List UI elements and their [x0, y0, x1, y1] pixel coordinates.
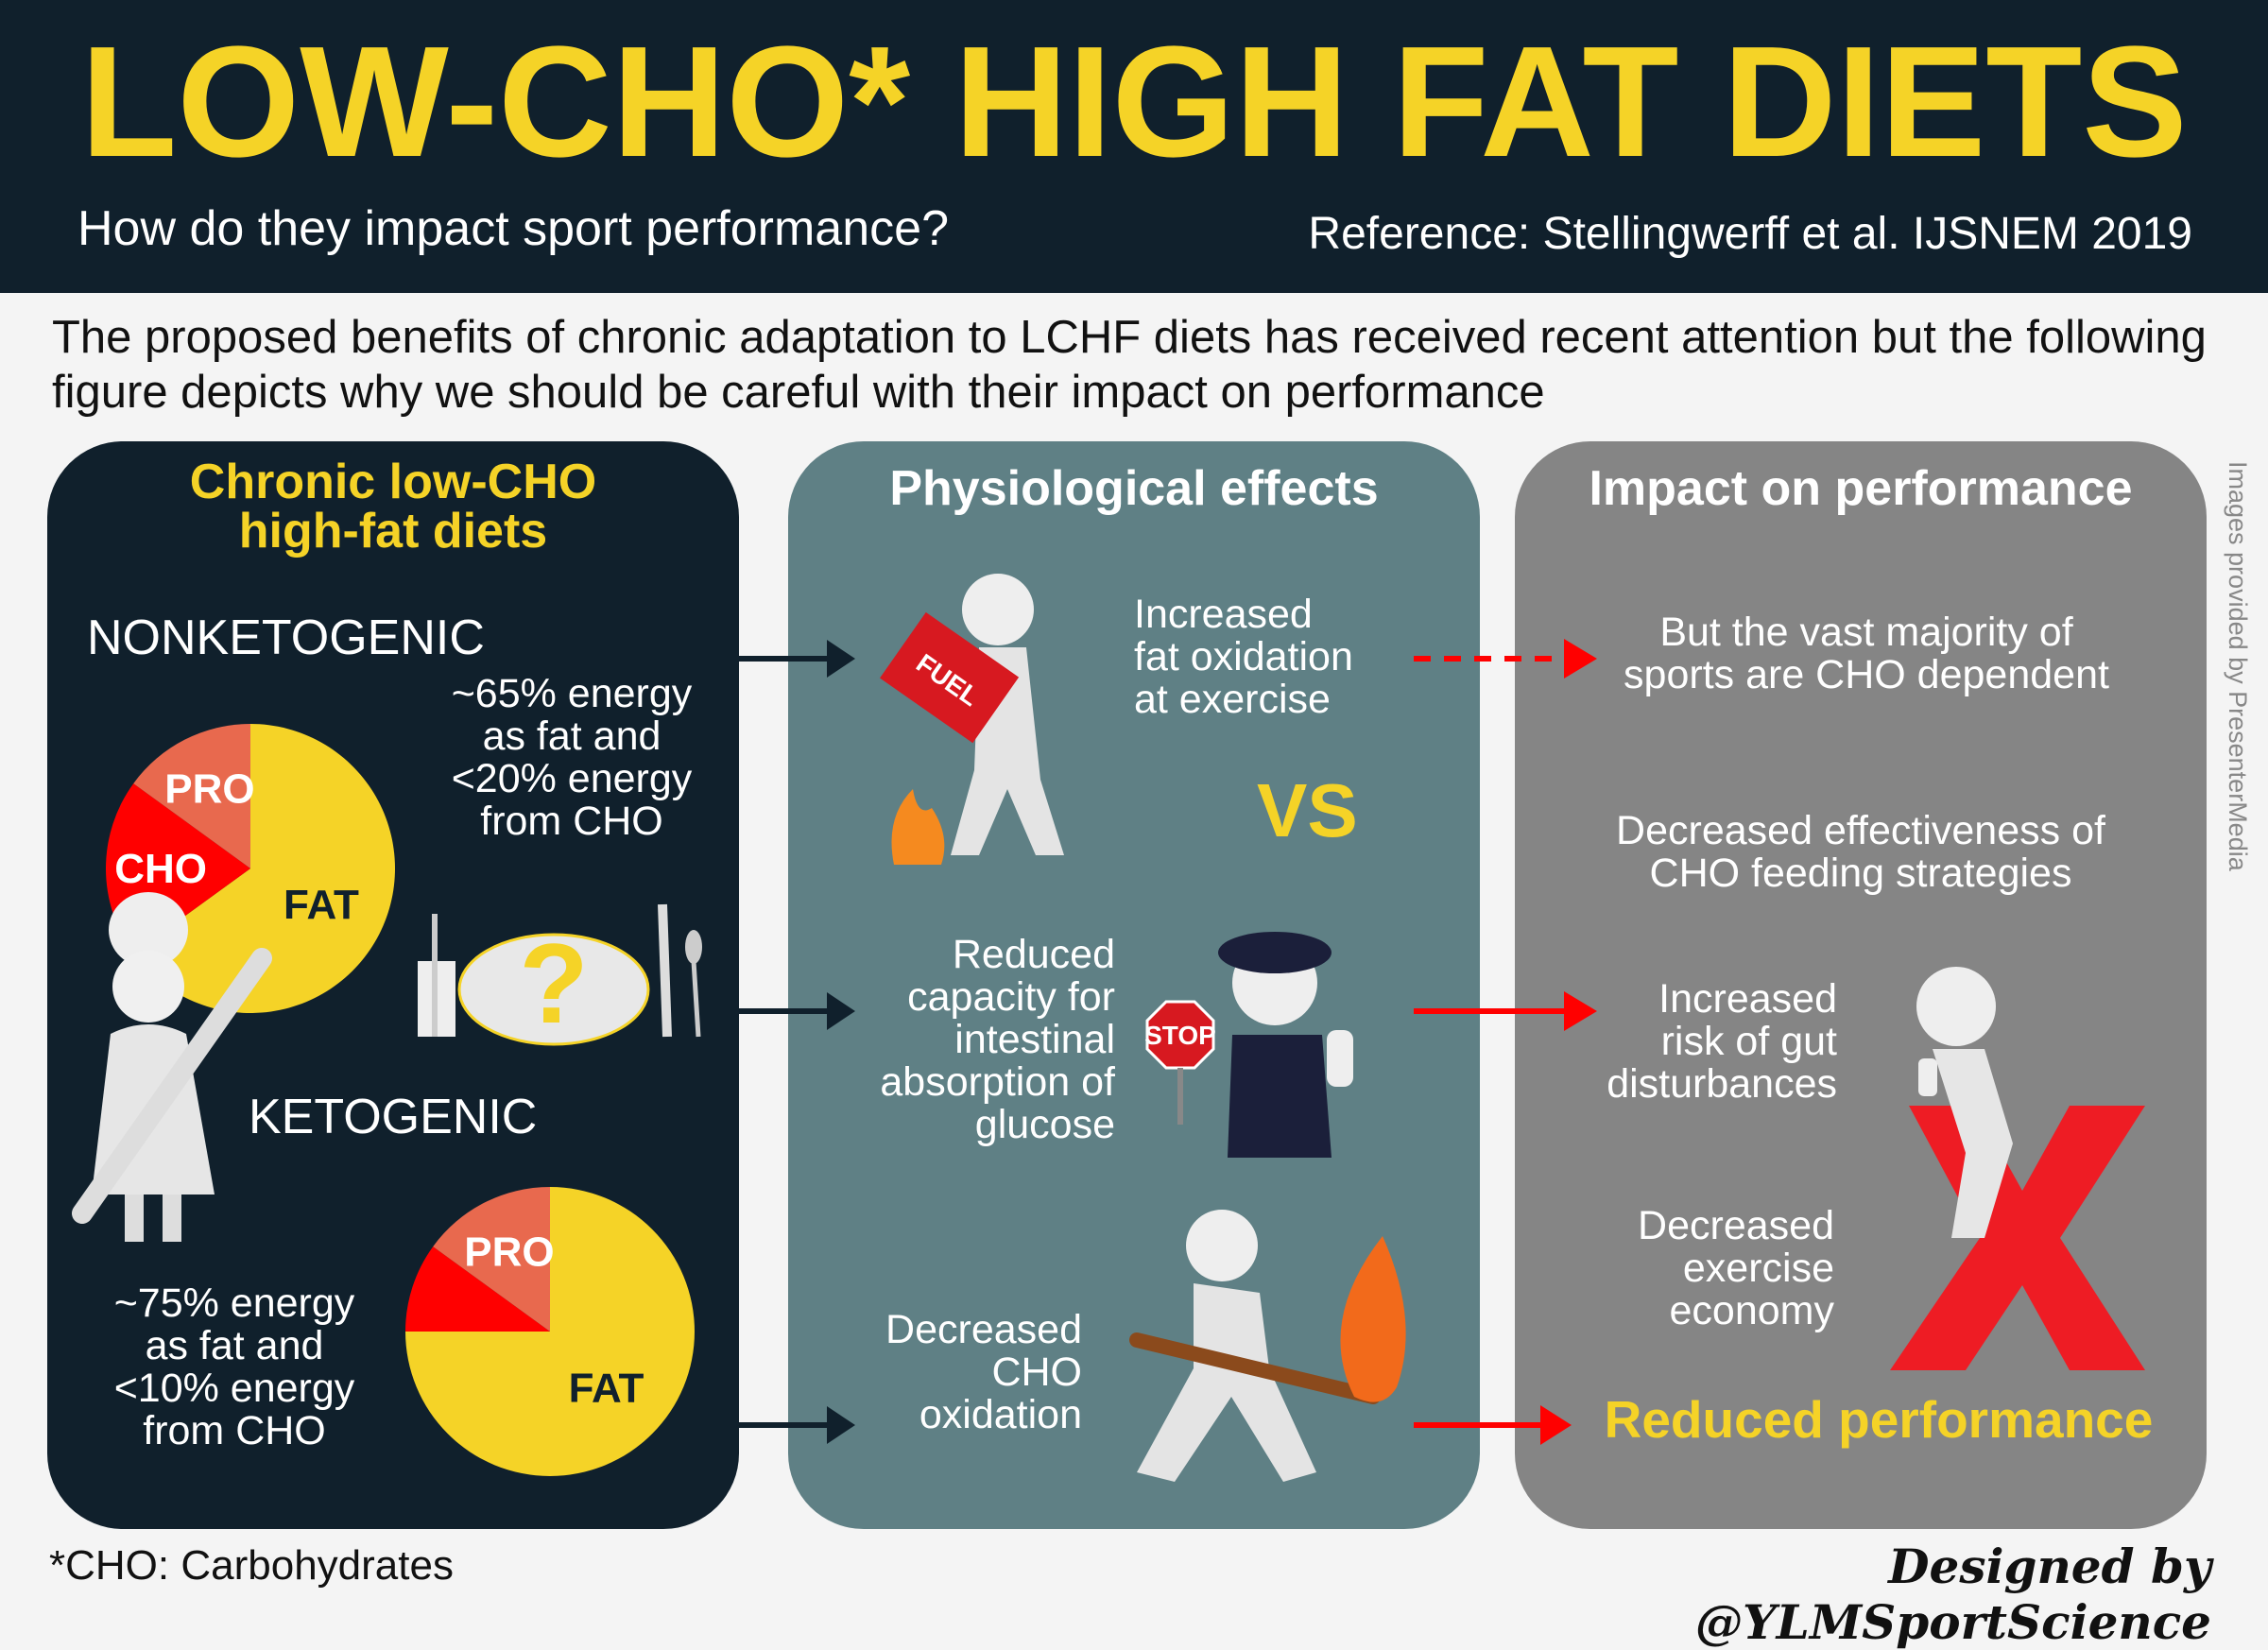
- effect-line: intestinal: [954, 1017, 1115, 1062]
- impact-feeding-strategies: Decreased effectiveness of CHO feeding s…: [1577, 810, 2144, 895]
- match-figure-icon: [1129, 1210, 1406, 1482]
- impact-cho-dependent: But the vast majority of sports are CHO …: [1583, 611, 2150, 696]
- impact-line: Increased: [1658, 976, 1837, 1022]
- pie-label-fat: FAT: [569, 1366, 644, 1412]
- chef-figure-icon: [72, 892, 272, 1242]
- impact-exercise-economy: Decreased exercise economy: [1551, 1205, 1834, 1332]
- footnote: *CHO: Carbohydrates: [49, 1542, 454, 1589]
- red-x-figure-icon: [1890, 967, 2145, 1370]
- ketogenic-label: KETOGENIC: [249, 1090, 538, 1144]
- fuel-can-figure-icon: FUEL: [880, 574, 1064, 865]
- title-line: high-fat diets: [238, 504, 548, 559]
- stop-sign-icon: [1145, 1000, 1215, 1070]
- vs-label: VS: [1257, 768, 1358, 852]
- desc-line: from CHO: [143, 1408, 326, 1453]
- diet-panel-title: Chronic low-CHO high-fat diets: [47, 457, 739, 556]
- police-stop-figure-icon: STOP: [1144, 932, 1353, 1158]
- pie-slice-pro: [433, 1187, 550, 1332]
- red-arrow-icon: [1414, 991, 1597, 1031]
- effect-line: Decreased: [885, 1307, 1082, 1352]
- pie-label-fat: FAT: [284, 882, 359, 928]
- effect-line: capacity for: [907, 974, 1115, 1020]
- pie-slice-pro: [133, 724, 250, 868]
- reference: Reference: Stellingwerff et al. IJSNEM 2…: [1308, 209, 2192, 259]
- title-line: Chronic low-CHO: [189, 455, 597, 509]
- impact-line: Decreased effectiveness of: [1616, 808, 2105, 853]
- right-panel-title: Impact on performance: [1589, 461, 2133, 516]
- effect-glucose-absorption: Reduced capacity for intestinal absorpti…: [832, 934, 1115, 1146]
- plate-question-icon: ?: [418, 903, 702, 1047]
- impact-gut-disturbances: Increased risk of gut disturbances: [1554, 978, 1837, 1106]
- fire-icon: [891, 789, 945, 865]
- giant-fork-icon: [72, 948, 272, 1224]
- dashed-red-arrow-icon: [1414, 639, 1597, 679]
- impact-line: sports are CHO dependent: [1624, 652, 2109, 697]
- impact-line: Decreased: [1638, 1203, 1834, 1248]
- desc-line: ~65% energy: [451, 671, 693, 716]
- desc-line: from CHO: [480, 799, 663, 844]
- effect-line: glucose: [974, 1102, 1115, 1147]
- impact-line: But the vast majority of: [1659, 610, 2073, 655]
- effect-line: at exercise: [1134, 677, 1331, 722]
- arrow-right-icon: [739, 1406, 855, 1444]
- intro-text: The proposed benefits of chronic adaptat…: [52, 312, 2207, 418]
- pie-slice-cho: [405, 1246, 550, 1332]
- effect-cho-oxidation: Decreased CHO oxidation: [799, 1309, 1082, 1436]
- impact-line: exercise: [1682, 1246, 1834, 1291]
- flame-icon: [1340, 1236, 1406, 1402]
- desc-line: <10% energy: [113, 1366, 355, 1411]
- effect-line: Reduced: [952, 932, 1115, 977]
- effect-line: fat oxidation: [1134, 634, 1353, 679]
- header-band: [0, 0, 2268, 293]
- designer-signature: Designed by @YLMSportScience: [1694, 1538, 2211, 1650]
- arrow-right-icon: [739, 992, 855, 1030]
- desc-line: as fat and: [145, 1323, 324, 1368]
- effect-line: oxidation: [919, 1392, 1082, 1437]
- effect-line: CHO: [991, 1349, 1082, 1395]
- question-mark-icon: ?: [519, 920, 588, 1047]
- effect-line: Increased: [1134, 592, 1313, 637]
- effect-fat-oxidation: Increased fat oxidation at exercise: [1134, 593, 1353, 721]
- reduced-performance-label: Reduced performance: [1604, 1390, 2154, 1449]
- page-title: LOW-CHO* HIGH FAT DIETS: [80, 14, 2188, 190]
- nonketogenic-label: NONKETOGENIC: [87, 610, 485, 665]
- impact-line: disturbances: [1606, 1061, 1837, 1107]
- police-hat: [1218, 932, 1332, 973]
- spoon-icon: [685, 930, 702, 964]
- plate: [457, 933, 650, 1046]
- pie-label-pro: PRO: [464, 1229, 554, 1275]
- stop-label: STOP: [1144, 1021, 1216, 1050]
- desc-line: as fat and: [482, 713, 662, 759]
- impact-line: CHO feeding strategies: [1649, 851, 2072, 896]
- impact-line: risk of gut: [1660, 1019, 1837, 1064]
- thumbs-down-hand: [1918, 1058, 1937, 1096]
- subtitle: How do they impact sport performance?: [77, 201, 949, 256]
- matchstick: [1129, 1332, 1381, 1404]
- ketogenic-description: ~75% energy as fat and <10% energy from …: [93, 1282, 376, 1452]
- pie-label-cho: CHO: [114, 846, 207, 892]
- image-credit: Images provided by PresenterMedia: [2224, 461, 2252, 871]
- nonketogenic-description: ~65% energy as fat and <20% energy from …: [430, 673, 713, 843]
- stop-hand: [1327, 1030, 1353, 1087]
- pie-label-pro: PRO: [164, 765, 254, 812]
- impact-line: economy: [1669, 1288, 1834, 1333]
- arrow-right-icon: [739, 640, 855, 678]
- knife-icon: [658, 903, 672, 1038]
- mid-panel-title: Physiological effects: [889, 461, 1379, 516]
- desc-line: <20% energy: [451, 756, 693, 801]
- pie-slice-fat: [133, 723, 395, 1013]
- desc-line: ~75% energy: [113, 1280, 355, 1326]
- x-mark-icon: [1890, 1106, 2145, 1370]
- red-arrow-icon: [1414, 1405, 1572, 1445]
- effect-line: absorption of: [880, 1059, 1115, 1105]
